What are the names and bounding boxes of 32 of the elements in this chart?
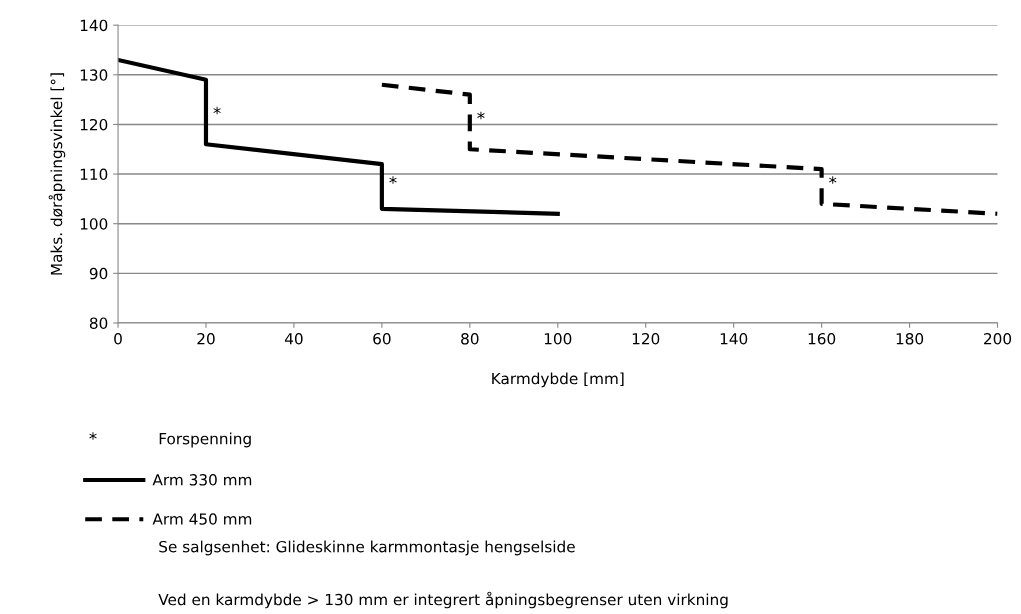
- line-series: [379, 82, 998, 216]
- text: Forspenning: [159, 432, 251, 448]
- y-tick-label: 100: [80, 218, 108, 230]
- x-tick-label: 20: [197, 332, 215, 345]
- y-tick-label: 80: [89, 317, 108, 329]
- annotation: *: [829, 176, 837, 184]
- line-series: [118, 57, 560, 216]
- x-tick-label: 0: [114, 332, 122, 345]
- x-tick-label: 120: [632, 332, 660, 345]
- x-tick-label: 140: [720, 332, 748, 345]
- y-tick-label: 110: [80, 168, 108, 181]
- x-tick-label: 200: [984, 332, 1012, 345]
- x-tick-label: 180: [896, 332, 924, 345]
- annotation: *: [213, 106, 221, 115]
- y-tick-label: 130: [80, 69, 108, 81]
- x-tick-label: 160: [808, 332, 836, 345]
- text: Ved en karmdybde > 130 mm er integrert åpningsbegrenser uten virkning: [158, 591, 728, 609]
- x-tick-label: 100: [544, 332, 572, 345]
- y-axis-title: Maks. døråpningsvinkel [°]: [48, 73, 66, 275]
- x-axis-title: Karmdybde [mm]: [492, 372, 624, 388]
- text: *: [89, 432, 97, 440]
- x-tick-label: 60: [373, 332, 391, 345]
- annotation: *: [389, 176, 397, 184]
- x-tick-label: 80: [461, 332, 479, 345]
- y-tick-label: 140: [80, 19, 108, 32]
- y-tick-label: 90: [89, 267, 108, 280]
- text: Se salgsenhet: Glideskinne karmmontasje hengselside: [159, 540, 575, 556]
- annotation: *: [477, 111, 485, 120]
- y-tick-label: 120: [80, 118, 108, 131]
- legend-label: Arm 330 mm: [152, 474, 252, 486]
- legend-label: Arm 450 mm: [152, 513, 252, 525]
- x-tick-label: 40: [284, 332, 303, 345]
